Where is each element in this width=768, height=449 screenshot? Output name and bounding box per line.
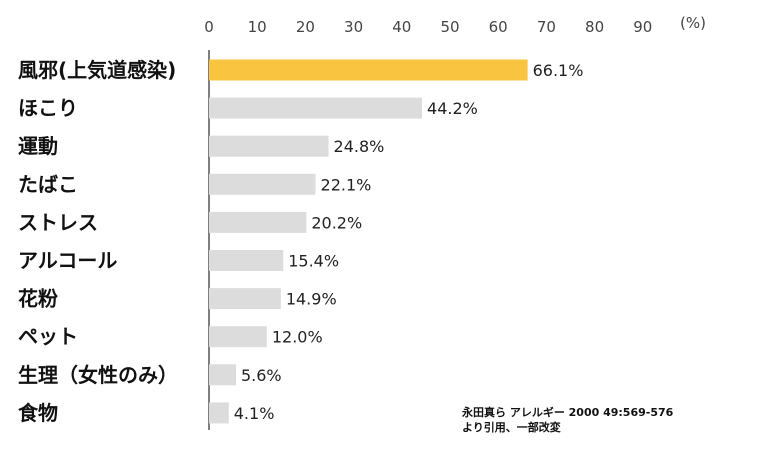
category-label: ほこり (18, 96, 78, 120)
bar (209, 211, 307, 233)
source-note-line1: 永田真ら アレルギー 2000 49:569-576 (462, 406, 674, 419)
x-tick-label: 90 (633, 18, 652, 36)
x-tick-label: 60 (489, 18, 508, 36)
bar (209, 173, 316, 195)
x-tick-label: 70 (537, 18, 556, 36)
x-axis-unit: (%) (680, 14, 706, 32)
x-tick-label: 30 (344, 18, 363, 36)
bar (209, 402, 229, 424)
value-label: 14.9% (286, 290, 337, 309)
value-label: 66.1% (533, 61, 584, 80)
category-label: 花粉 (18, 287, 58, 311)
category-label: アルコール (18, 249, 117, 273)
x-axis-ticks: 0 10 20 30 40 50 60 70 80 90 (204, 18, 652, 36)
category-label: 風邪(上気道感染) (18, 58, 176, 82)
bars (209, 59, 528, 424)
category-label: 食物 (18, 401, 58, 425)
x-tick-label: 0 (204, 18, 214, 36)
value-label: 4.1% (234, 404, 275, 423)
x-tick-label: 80 (585, 18, 604, 36)
bar (209, 135, 329, 157)
bar (209, 250, 284, 271)
x-tick-label: 10 (248, 18, 267, 36)
category-label: ストレス (18, 210, 98, 234)
bar (209, 59, 528, 81)
value-label: 20.2% (311, 213, 362, 232)
category-label: たばこ (18, 172, 78, 196)
value-labels: 66.1% 44.2% 24.8% 22.1% 20.2% 15.4% 14.9% 12.0%… (234, 61, 584, 423)
value-label: 15.4% (288, 252, 339, 271)
source-note: 永田真ら アレルギー 2000 49:569-576 より引用、一部改変 (462, 405, 673, 435)
category-label: 生理（女性のみ） (18, 363, 178, 387)
value-label: 24.8% (334, 137, 385, 156)
x-tick-label: 40 (392, 18, 411, 36)
value-label: 44.2% (427, 99, 478, 118)
bar (209, 288, 281, 310)
bar (209, 326, 267, 348)
bar (209, 97, 423, 119)
bar (209, 364, 236, 386)
value-label: 5.6% (241, 366, 282, 385)
value-label: 12.0% (272, 328, 323, 347)
value-label: 22.1% (321, 175, 372, 194)
category-label: ペット (18, 325, 78, 349)
category-label: 運動 (18, 134, 58, 158)
x-tick-label: 50 (440, 18, 459, 36)
source-note-line2: より引用、一部改変 (462, 421, 561, 434)
x-tick-label: 20 (296, 18, 315, 36)
